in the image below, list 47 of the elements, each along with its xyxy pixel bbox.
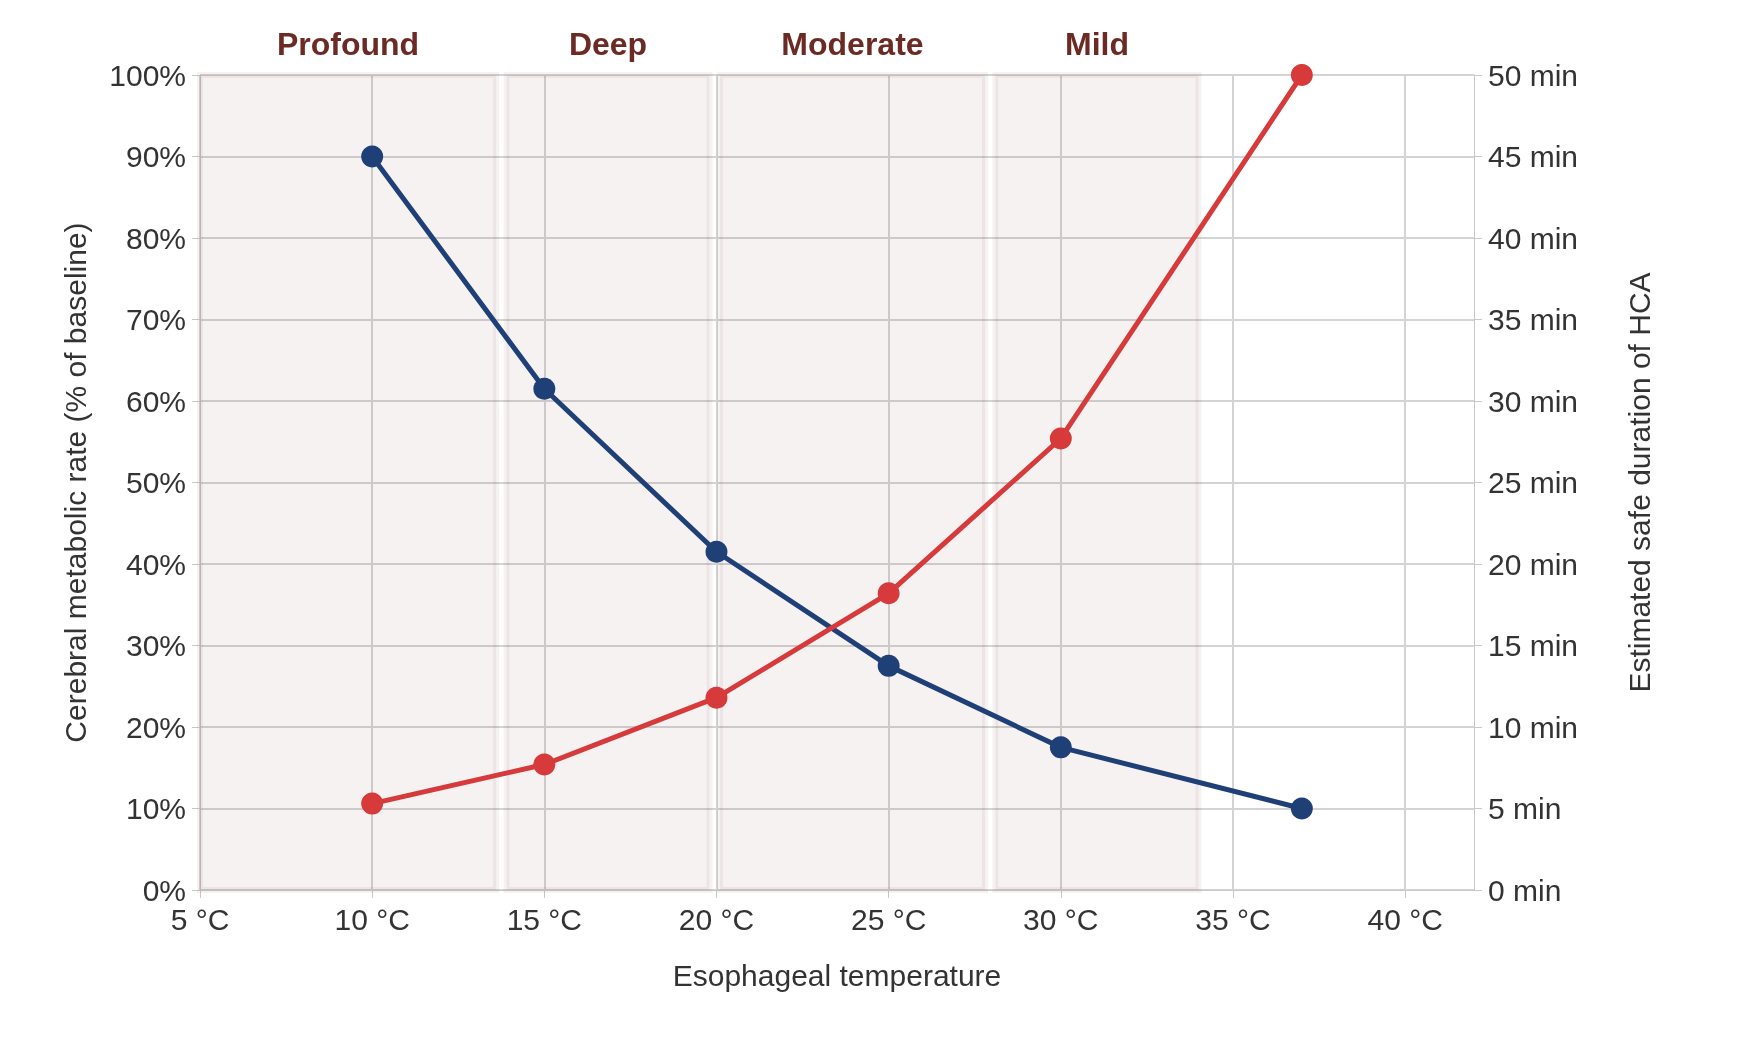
point [877,582,900,605]
band-label: Mild [1064,26,1129,62]
x-tick-label: 40 °C [1367,902,1443,936]
y-tick-label: 40% [125,547,186,581]
point [1049,427,1072,450]
band-label: Profound [276,26,420,62]
y-tick-label: 100% [109,58,186,92]
x-tick-label: 15 °C [506,902,583,936]
point [705,686,728,709]
x-tick-label: 20 °C [678,902,755,936]
x-tick-label: 35 °C [1195,902,1271,936]
band-label: Moderate [781,26,924,62]
y2-tick-label: 25 min [1488,466,1579,499]
x-tick-label: 25 °C [850,902,927,936]
y-axis-title: Cerebral metabolic rate (% of baseline) [58,222,92,743]
x-tick-label: 30 °C [1023,902,1099,936]
y-tick-label: 50% [125,466,186,499]
point [361,792,384,815]
y2-tick-label: 0 min [1488,873,1562,907]
y-tick-label: 60% [125,384,186,418]
y2-tick-label: 10 min [1488,710,1579,744]
y2-tick-label: 40 min [1488,221,1579,255]
point [705,540,728,563]
y2-tick-label: 15 min [1488,629,1579,662]
y2-tick-label: 50 min [1488,58,1579,92]
y2-axis-title: Estimated safe duration of HCA [1622,272,1656,693]
y2-tick-label: 30 min [1488,384,1579,418]
point [533,377,556,400]
y2-tick-label: 35 min [1488,303,1579,336]
y-tick-label: 20% [125,710,186,744]
point [877,654,900,677]
y2-tick-label: 5 min [1488,792,1562,825]
point [1290,64,1313,86]
y-tick-label: 30% [125,629,186,662]
point [361,145,384,168]
y2-tick-label: 45 min [1488,140,1579,173]
x-axis-title: Esophageal temperature [672,958,1002,992]
x-tick-label: 10 °C [334,902,410,936]
band-label: Deep [568,26,648,62]
point [1290,797,1313,820]
point [533,753,556,776]
y-tick-label: 70% [125,303,186,336]
y-tick-label: 10% [125,792,186,825]
y2-tick-label: 20 min [1488,547,1579,581]
point [1049,736,1072,759]
y-tick-label: 90% [125,140,186,173]
y-tick-label: 80% [125,221,186,255]
